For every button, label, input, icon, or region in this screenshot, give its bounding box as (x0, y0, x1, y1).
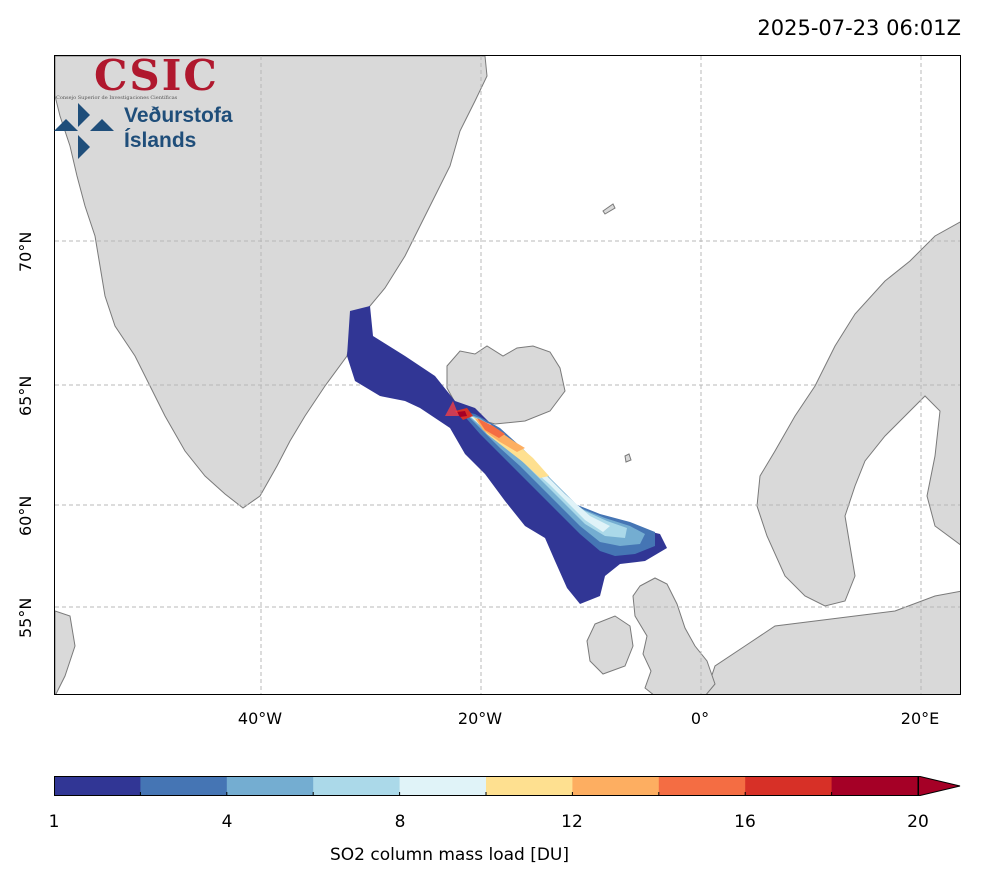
colorbar-bin (399, 776, 487, 796)
faroe-islands (624, 453, 632, 463)
lat-tick-65n: 65°N (16, 375, 35, 416)
lon-tick-40w: 40°W (237, 709, 283, 728)
colorbar-bin (831, 776, 919, 796)
lat-tick-55n: 55°N (16, 597, 35, 638)
great-britain-landmass (632, 577, 716, 694)
colorbar-bin (745, 776, 833, 796)
labrador-landmass (55, 610, 76, 694)
plume-level-10 (457, 411, 467, 417)
colorbar-bin (486, 776, 573, 796)
colorbar-bin (658, 776, 746, 796)
colorbar-tick-8: 8 (394, 812, 406, 832)
colorbar-tick-1: 1 (48, 812, 60, 832)
colorbar (54, 776, 961, 796)
greenland-landmass (55, 56, 488, 509)
colorbar-extend-arrow (917, 776, 961, 796)
lat-tick-70n: 70°N (16, 231, 35, 272)
colorbar-tick-12: 12 (561, 812, 583, 832)
colorbar-label: SO2 column mass load [DU] (330, 845, 570, 865)
colorbar-bin (313, 776, 401, 796)
jan-mayen-island (602, 203, 616, 215)
colorbar-tick-20: 20 (907, 812, 929, 832)
colorbar-bin (54, 776, 141, 796)
colorbar-tick-4: 4 (221, 812, 233, 832)
map-panel (54, 55, 961, 695)
lon-tick-20w: 20°W (457, 709, 503, 728)
lon-tick-20e: 20°E (900, 709, 940, 728)
plume-level-8 (477, 418, 505, 438)
volcano-source-marker (445, 401, 459, 416)
so2-plume (347, 306, 667, 604)
timestamp-label: 2025-07-23 06:01Z (757, 16, 961, 40)
graticule (55, 56, 960, 694)
europe-landmass (705, 590, 960, 694)
colorbar-bin (572, 776, 660, 796)
colorbar-tick-16: 16 (734, 812, 756, 832)
map-svg (55, 56, 960, 694)
colorbar-bin (140, 776, 228, 796)
ireland-landmass (586, 615, 634, 675)
lat-tick-60n: 60°N (16, 495, 35, 536)
scandinavia-landmass (756, 221, 960, 607)
colorbar-bin (226, 776, 314, 796)
lon-tick-0: 0° (690, 709, 710, 728)
